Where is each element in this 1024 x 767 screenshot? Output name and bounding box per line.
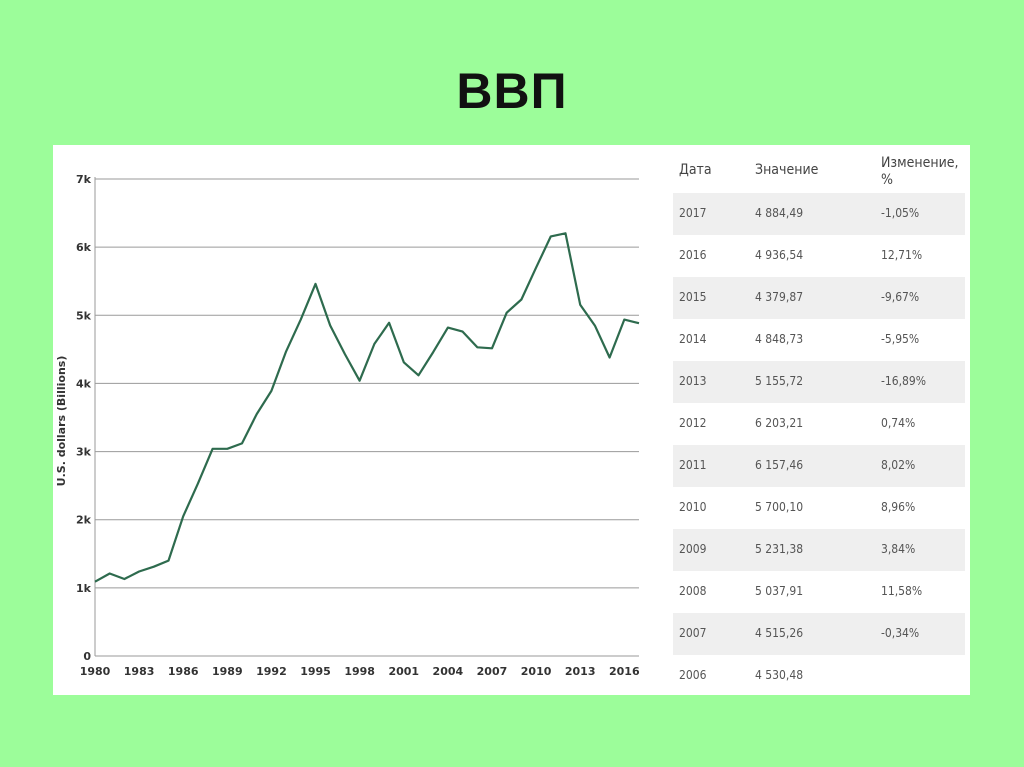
x-tick-label: 2001: [388, 665, 419, 678]
x-tick-label: 2010: [521, 665, 552, 678]
cell-change: 0,74%: [881, 416, 916, 430]
header-date: Дата: [679, 162, 712, 178]
y-tick-label: 7k: [76, 173, 92, 186]
table-header: Дата Значение Изменение, %: [673, 145, 965, 193]
x-tick-label: 1980: [80, 665, 111, 678]
table-row: 2017 4 884,49 -1,05%: [673, 193, 965, 235]
table-row: 2012 6 203,21 0,74%: [673, 403, 965, 445]
y-tick-label: 4k: [76, 377, 92, 390]
y-axis-label: U.S. dollars (Billions): [55, 356, 68, 487]
table-row: 2011 6 157,46 8,02%: [673, 445, 965, 487]
cell-value: 5 700,10: [755, 500, 804, 514]
cell-date: 2009: [679, 542, 707, 556]
table-row: 2008 5 037,91 11,58%: [673, 571, 965, 613]
header-change: Изменение, %: [881, 155, 959, 188]
table-row: 2010 5 700,10 8,96%: [673, 487, 965, 529]
cell-value: 5 155,72: [755, 374, 804, 388]
content-panel: U.S. dollars (Billions) 0 1k 2k 3k 4k 5k 6k 7k 1…: [53, 145, 970, 695]
header-value: Значение: [755, 162, 819, 178]
table-row: 2014 4 848,73 -5,95%: [673, 319, 965, 361]
table-row: 2016 4 936,54 12,71%: [673, 235, 965, 277]
gdp-table: Дата Значение Изменение, % 2017 4 884,49 -…: [673, 145, 965, 697]
cell-value: 4 936,54: [755, 248, 804, 262]
cell-change: -5,95%: [881, 332, 920, 346]
cell-change: -9,67%: [881, 290, 920, 304]
x-tick-label: 1992: [256, 665, 287, 678]
x-tick-label: 2004: [433, 665, 464, 678]
cell-date: 2007: [679, 626, 707, 640]
y-tick-label: 6k: [76, 241, 92, 254]
table-row: 2015 4 379,87 -9,67%: [673, 277, 965, 319]
table-row: 2007 4 515,26 -0,34%: [673, 613, 965, 655]
cell-value: 5 231,38: [755, 542, 804, 556]
y-tick-label: 5k: [76, 309, 92, 322]
y-tick-label: 2k: [76, 514, 92, 527]
cell-change: -16,89%: [881, 374, 927, 388]
cell-value: 4 379,87: [755, 290, 804, 304]
cell-date: 2008: [679, 584, 707, 598]
x-tick-label: 1995: [300, 665, 331, 678]
cell-date: 2013: [679, 374, 707, 388]
table-body: 2017 4 884,49 -1,05% 2016 4 936,54 12,71% 2015…: [673, 193, 965, 697]
table-row: 2013 5 155,72 -16,89%: [673, 361, 965, 403]
gdp-line-chart: U.S. dollars (Billions) 0 1k 2k 3k 4k 5k 6k 7k 1…: [55, 173, 640, 678]
cell-value: 4 530,48: [755, 668, 804, 682]
x-tick-label: 1989: [212, 665, 243, 678]
cell-value: 5 037,91: [755, 584, 804, 598]
x-tick-label: 1983: [124, 665, 155, 678]
table-row: 2009 5 231,38 3,84%: [673, 529, 965, 571]
gdp-series-line: [94, 232, 640, 583]
table-row: 2006 4 530,48: [673, 655, 965, 697]
x-tick-label: 2013: [565, 665, 596, 678]
cell-value: 4 884,49: [755, 206, 804, 220]
cell-date: 2012: [679, 416, 707, 430]
cell-change: -0,34%: [881, 626, 920, 640]
cell-date: 2017: [679, 206, 707, 220]
slide-title: ВВП: [456, 63, 568, 119]
x-tick-label: 1986: [168, 665, 199, 678]
x-tick-label: 1998: [344, 665, 375, 678]
cell-value: 4 848,73: [755, 332, 804, 346]
cell-change: 8,02%: [881, 458, 916, 472]
cell-date: 2016: [679, 248, 707, 262]
y-tick-label: 0: [83, 650, 91, 663]
cell-change: -1,05%: [881, 206, 920, 220]
x-tick-label: 2016: [609, 665, 640, 678]
cell-change: 11,58%: [881, 584, 923, 598]
cell-date: 2011: [679, 458, 707, 472]
cell-value: 4 515,26: [755, 626, 804, 640]
cell-change: 12,71%: [881, 248, 923, 262]
cell-value: 6 157,46: [755, 458, 804, 472]
cell-date: 2015: [679, 290, 707, 304]
x-tick-label: 2007: [477, 665, 508, 678]
cell-change: 3,84%: [881, 542, 916, 556]
cell-value: 6 203,21: [755, 416, 804, 430]
cell-change: 8,96%: [881, 500, 916, 514]
y-tick-label: 3k: [76, 446, 92, 459]
y-tick-label: 1k: [76, 582, 92, 595]
cell-date: 2006: [679, 668, 707, 682]
cell-date: 2010: [679, 500, 707, 514]
cell-date: 2014: [679, 332, 707, 346]
